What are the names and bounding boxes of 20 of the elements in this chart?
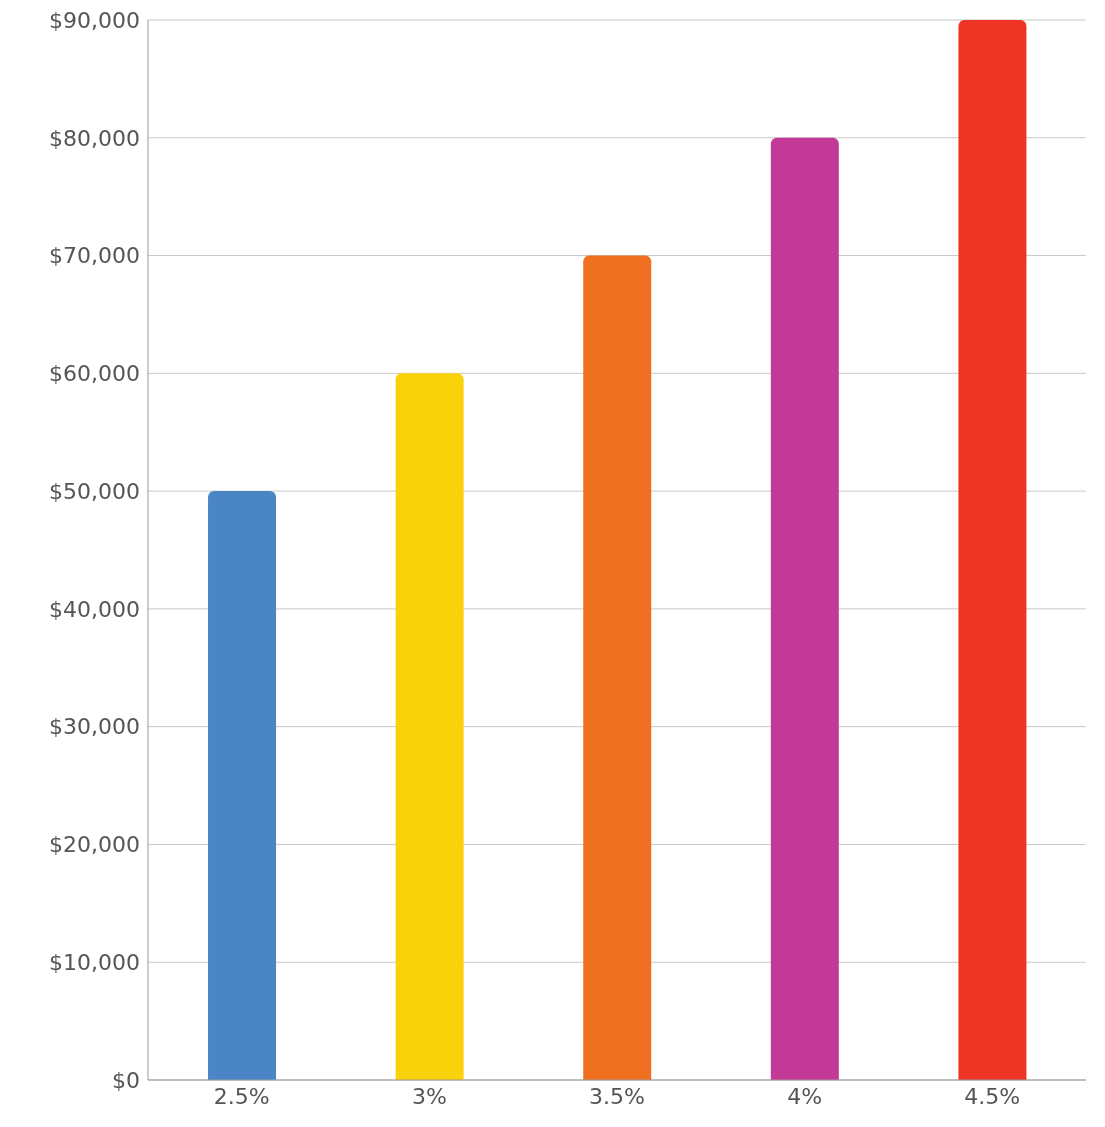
x-tick-label: 3% (411, 1083, 447, 1109)
y-tick-label: $60,000 (49, 361, 140, 387)
y-tick-label: $10,000 (49, 950, 140, 976)
x-tick-label: 4.5% (964, 1083, 1021, 1109)
y-tick-label: $40,000 (49, 596, 140, 622)
x-tick-label: 2.5% (213, 1083, 270, 1109)
y-tick-label: $70,000 (49, 243, 140, 269)
y-tick-label: $20,000 (49, 832, 140, 858)
y-tick-label: $90,000 (49, 7, 140, 33)
y-tick-label: $80,000 (49, 125, 140, 151)
y-tick-label: $0 (112, 1067, 140, 1093)
x-tick-label: 4% (787, 1083, 823, 1109)
y-tick-label: $30,000 (49, 714, 140, 740)
bar (583, 255, 652, 1080)
bar (208, 491, 277, 1080)
bar (958, 20, 1027, 1080)
x-tick-label: 3.5% (589, 1083, 645, 1109)
bar (770, 137, 839, 1080)
y-tick-label: $50,000 (49, 478, 140, 504)
bar (395, 373, 464, 1080)
